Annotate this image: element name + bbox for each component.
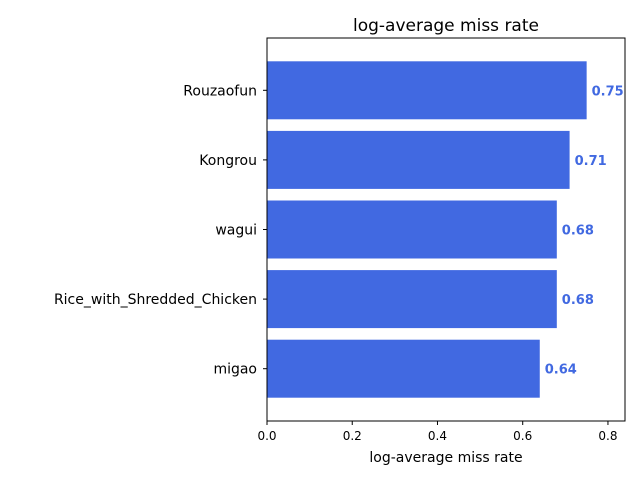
value-label: 0.64 [545, 363, 577, 378]
y-axis-ticks: Rouzaofun Kongrou wagui Rice_with_Shredded_… [54, 83, 267, 378]
bar-rice-with-shredded-chicken [267, 270, 557, 329]
x-tick-label: 0.4 [428, 429, 447, 443]
value-label: 0.68 [562, 293, 594, 308]
bar-wagui [267, 200, 557, 259]
x-tick-label: 0.8 [598, 429, 617, 443]
y-tick-label: migao [213, 362, 257, 378]
y-tick-label: Rice_with_Shredded_Chicken [54, 292, 257, 308]
plot-frame [266, 37, 626, 422]
value-label: 0.68 [562, 224, 594, 239]
x-tick-label: 0.2 [343, 429, 362, 443]
bar-rouzaofun [267, 61, 587, 120]
x-tick-label: 0.0 [257, 429, 276, 443]
x-axis-label: log-average miss rate [369, 450, 522, 466]
y-tick-label: Rouzaofun [183, 83, 257, 99]
x-axis-ticks: 0.0 0.2 0.4 0.6 0.8 [257, 421, 617, 443]
value-labels-group: 0.75 0.71 0.68 0.68 0.64 [545, 84, 624, 377]
chart-title: log-average miss rate [353, 16, 539, 36]
bars-group [267, 61, 587, 398]
y-tick-label: Kongrou [199, 153, 257, 169]
bar-migao [267, 339, 540, 398]
y-tick-label: wagui [215, 223, 257, 239]
x-tick-label: 0.6 [513, 429, 532, 443]
value-label: 0.75 [592, 84, 624, 99]
value-label: 0.71 [575, 154, 607, 169]
bar-kongrou [267, 130, 570, 189]
